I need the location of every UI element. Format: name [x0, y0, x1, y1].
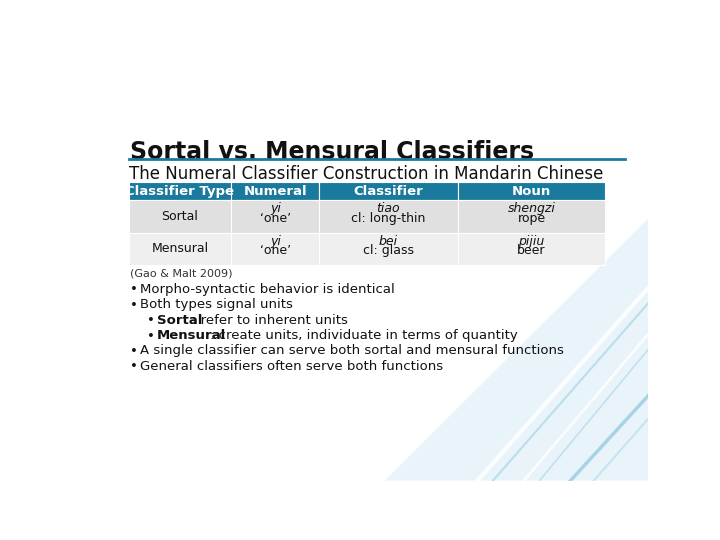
Text: Sortal: Sortal — [157, 314, 202, 327]
Text: Numeral: Numeral — [243, 185, 307, 198]
Text: Morpho-syntactic behavior is identical: Morpho-syntactic behavior is identical — [140, 283, 395, 296]
Text: ‘one’: ‘one’ — [260, 244, 291, 257]
Bar — [129, 200, 231, 233]
Bar — [458, 233, 606, 265]
Bar — [231, 200, 320, 233]
Text: Mensural: Mensural — [157, 329, 226, 342]
Text: •: • — [130, 284, 138, 296]
Bar — [320, 200, 458, 233]
Text: •: • — [130, 299, 138, 312]
Text: Sortal: Sortal — [161, 210, 199, 223]
Text: Mensural: Mensural — [151, 242, 209, 255]
Bar — [458, 200, 606, 233]
Text: •: • — [130, 361, 138, 374]
Text: A single classifier can serve both sortal and mensural functions: A single classifier can serve both sorta… — [140, 345, 564, 357]
Text: rope: rope — [518, 212, 546, 225]
Bar — [129, 182, 231, 200]
Text: Classifier Type: Classifier Type — [125, 185, 235, 198]
Text: : create units, individuate in terms of quantity: : create units, individuate in terms of … — [210, 329, 518, 342]
Text: pijiu: pijiu — [518, 234, 544, 248]
Text: •: • — [148, 314, 156, 327]
Bar — [231, 182, 320, 200]
Text: Sortal vs. Mensural Classifiers: Sortal vs. Mensural Classifiers — [130, 140, 534, 164]
Text: yi: yi — [270, 202, 281, 215]
Text: cl: long-thin: cl: long-thin — [351, 212, 426, 225]
Text: Classifier: Classifier — [354, 185, 423, 198]
Text: Noun: Noun — [512, 185, 551, 198]
Text: : refer to inherent units: : refer to inherent units — [192, 314, 348, 327]
Text: yi: yi — [270, 234, 281, 248]
Text: General classifiers often serve both functions: General classifiers often serve both fun… — [140, 360, 443, 373]
Bar — [320, 182, 458, 200]
Text: •: • — [148, 330, 156, 343]
Text: ‘one’: ‘one’ — [260, 212, 291, 225]
Text: beer: beer — [517, 244, 546, 257]
Bar — [320, 233, 458, 265]
Bar — [129, 233, 231, 265]
Text: Both types signal units: Both types signal units — [140, 298, 292, 311]
Text: bei: bei — [379, 234, 398, 248]
Text: The Numeral Classifier Construction in Mandarin Chinese: The Numeral Classifier Construction in M… — [129, 165, 603, 183]
Text: shengzi: shengzi — [508, 202, 555, 215]
Polygon shape — [384, 219, 648, 481]
Bar — [458, 182, 606, 200]
Text: cl: glass: cl: glass — [363, 244, 414, 257]
Bar — [231, 233, 320, 265]
Text: tiao: tiao — [377, 202, 400, 215]
Text: (Gao & Malt 2009): (Gao & Malt 2009) — [130, 269, 233, 279]
Text: •: • — [130, 345, 138, 358]
